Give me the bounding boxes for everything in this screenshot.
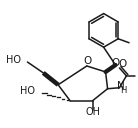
Text: O: O [118, 59, 127, 69]
Text: O: O [111, 58, 120, 68]
Text: O: O [84, 56, 92, 66]
Text: H: H [120, 86, 127, 95]
Text: OH: OH [85, 108, 100, 118]
Text: HO: HO [20, 86, 35, 96]
Text: N: N [117, 81, 124, 91]
Text: HO: HO [6, 55, 21, 65]
